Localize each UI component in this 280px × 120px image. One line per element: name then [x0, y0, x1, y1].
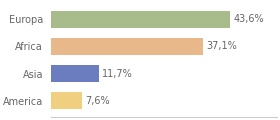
Text: 7,6%: 7,6% — [85, 96, 110, 106]
Text: 37,1%: 37,1% — [207, 41, 237, 51]
Bar — [51, 92, 82, 109]
Bar — [51, 38, 204, 55]
Bar — [51, 65, 99, 82]
Bar — [51, 11, 230, 28]
Text: 43,6%: 43,6% — [234, 14, 264, 24]
Text: 11,7%: 11,7% — [102, 69, 133, 79]
